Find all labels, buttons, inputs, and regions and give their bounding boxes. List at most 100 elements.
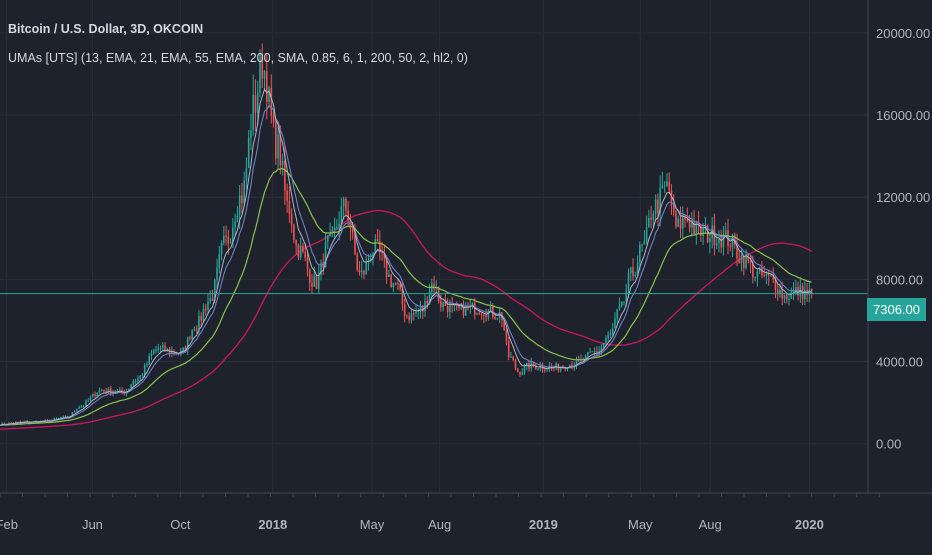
candle-body	[204, 308, 207, 310]
candle-body	[514, 360, 517, 369]
candle-body	[211, 298, 214, 301]
candle-body	[132, 381, 135, 385]
candle-body	[765, 273, 768, 276]
candle-body	[159, 347, 162, 350]
candle-body	[790, 291, 793, 299]
candle-body	[256, 92, 259, 113]
candle-body	[243, 180, 245, 204]
candle-body	[566, 368, 569, 370]
candle-body	[385, 258, 388, 278]
candles	[1, 43, 813, 426]
candle-body	[494, 317, 496, 319]
candle-body	[146, 364, 148, 366]
candle-body	[263, 71, 266, 79]
candle-body	[284, 161, 286, 191]
candle-body	[232, 227, 234, 242]
candle-body	[577, 360, 580, 362]
candle-body	[600, 347, 603, 352]
x-tick-label: May	[628, 517, 653, 532]
ema13-line	[0, 88, 812, 426]
candle-body	[275, 121, 277, 159]
candle-body	[78, 407, 80, 409]
candle-body	[392, 283, 395, 288]
candle-body	[758, 267, 761, 272]
candle-body	[333, 227, 336, 230]
candle-body	[67, 415, 69, 418]
candle-body	[731, 235, 734, 247]
candle-body	[442, 301, 444, 308]
candle-body	[589, 351, 591, 353]
candle-body	[100, 390, 103, 392]
candle-body	[519, 372, 521, 375]
y-tick-label: 0.00	[876, 437, 901, 452]
candle-body	[306, 257, 309, 269]
candle-body	[512, 356, 514, 361]
candle-body	[668, 181, 670, 191]
candle-body	[555, 363, 557, 368]
y-tick-label: 8000.00	[876, 272, 923, 287]
candle-body	[311, 282, 313, 287]
candle-body	[523, 366, 526, 373]
candle-body	[107, 388, 110, 393]
candle-body	[718, 238, 720, 244]
candle-body	[546, 369, 548, 371]
candle-body	[693, 222, 695, 234]
candle-body	[654, 199, 657, 214]
candle-body	[453, 304, 456, 306]
candle-body	[688, 220, 691, 228]
candle-body	[756, 271, 759, 277]
candle-body	[426, 301, 429, 304]
candle-body	[223, 235, 225, 244]
candle-body	[670, 190, 673, 207]
candle-body	[234, 221, 236, 228]
candle-body	[98, 390, 101, 393]
candle-body	[763, 275, 765, 277]
candle-body	[415, 311, 417, 314]
candle-body	[128, 388, 130, 392]
candle-body	[788, 298, 790, 300]
candle-body	[720, 238, 722, 248]
indicator-legend: UMAs [UTS] (13, EMA, 21, EMA, 55, EMA, 2…	[8, 51, 468, 65]
candle-body	[295, 239, 297, 245]
candle-body	[236, 215, 239, 222]
candle-body	[697, 222, 700, 226]
candle-body	[729, 245, 732, 247]
candle-body	[535, 365, 537, 369]
candle-body	[681, 215, 684, 229]
candle-body	[261, 53, 264, 79]
candle-body	[738, 258, 741, 263]
candle-body	[193, 329, 196, 331]
candle-body	[623, 301, 625, 303]
candle-body	[324, 241, 327, 268]
candle-body	[620, 301, 623, 306]
candle-body	[293, 224, 295, 240]
candle-body	[559, 367, 562, 371]
candle-body	[433, 283, 435, 290]
candle-body	[401, 288, 404, 305]
candle-body	[308, 268, 311, 283]
candle-body	[354, 232, 356, 255]
candle-body	[478, 313, 481, 315]
candle-body	[265, 71, 268, 103]
candle-body	[781, 289, 784, 299]
candle-body	[625, 289, 628, 302]
candle-body	[575, 360, 578, 366]
candle-body	[489, 306, 492, 311]
candle-body	[510, 356, 512, 358]
sma200-layer	[0, 209, 812, 430]
candle-body	[277, 134, 279, 159]
candle-body	[464, 305, 467, 316]
candle-body	[736, 244, 738, 259]
candle-body	[408, 316, 410, 321]
candle-body	[419, 306, 422, 311]
candle-body	[225, 235, 227, 237]
candle-body	[516, 368, 519, 373]
candle-body	[155, 349, 157, 351]
candle-body	[374, 239, 377, 253]
candle-body	[752, 262, 754, 278]
axes: 0.00 4000.00 8000.00 12000.00 16000.00 20000.…	[0, 0, 932, 532]
candle-body	[64, 415, 67, 417]
y-tick-label: 12000.00	[876, 190, 930, 205]
candle-body	[139, 375, 141, 379]
